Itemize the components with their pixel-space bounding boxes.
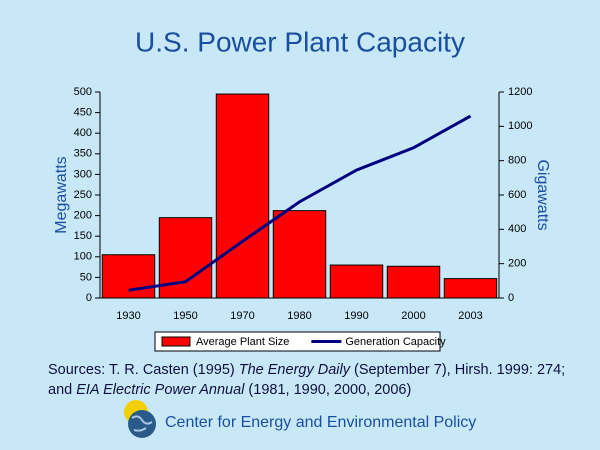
y2-tick-label: 0 (508, 292, 514, 304)
y-tick-label: 450 (74, 107, 92, 119)
y2-tick-label: 600 (508, 189, 526, 201)
bar (215, 93, 270, 299)
footer: Center for Energy and Environmental Poli… (165, 414, 477, 431)
y-tick-label: 400 (74, 127, 92, 139)
y-tick-label: 250 (74, 189, 92, 201)
bar (101, 254, 156, 299)
sources-text: The Energy Daily (238, 362, 350, 378)
x-tick-label: 1970 (230, 310, 254, 322)
x-tick-label: 1930 (116, 310, 140, 322)
x-tick-label: 2000 (401, 310, 425, 322)
y2-tick-label: 400 (508, 223, 526, 235)
sources-text: (September 7), Hirsh. 1999: 274; and (48, 362, 566, 398)
legend-label: Average Plant Size (196, 336, 289, 348)
y2-tick-label: 1200 (508, 86, 532, 98)
y-tick-label: 350 (74, 148, 92, 160)
sources-text: Sources: T. R. Casten (1995) (48, 362, 239, 378)
y-tick-label: 500 (74, 86, 92, 98)
y-tick-label: 200 (74, 210, 92, 222)
bar (272, 210, 327, 299)
line (128, 114, 472, 292)
x-tick-label: 1980 (287, 310, 311, 322)
y-tick-label: 300 (74, 168, 92, 180)
y2-axis-label: Gigawatts (534, 159, 551, 230)
y2-tick-label: 1000 (508, 120, 532, 132)
y-tick-label: 50 (80, 271, 92, 283)
y-tick-label: 0 (86, 292, 92, 304)
bar (329, 264, 384, 299)
y-tick-label: 150 (74, 230, 92, 242)
sources-text: (1981, 1990, 2000, 2006) (244, 382, 412, 398)
sources-text: EIA Electric Power Annual (76, 382, 245, 398)
x-tick-label: 2003 (458, 310, 482, 322)
sources: Sources: T. R. Casten (1995) The Energy … (48, 360, 588, 400)
y-tick-label: 100 (74, 251, 92, 263)
x-tick-label: 1990 (344, 310, 368, 322)
y2-tick-label: 200 (508, 258, 526, 270)
legend-label: Generation Capacity (345, 336, 446, 348)
x-tick-label: 1950 (173, 310, 197, 322)
y-axis-label: Megawatts (53, 156, 70, 233)
legend-swatch (161, 336, 191, 347)
globe-icon (124, 400, 156, 438)
bar (386, 265, 441, 299)
chart-title: U.S. Power Plant Capacity (135, 26, 465, 57)
legend-box (154, 331, 441, 352)
y2-tick-label: 800 (508, 155, 526, 167)
bar (443, 278, 498, 299)
